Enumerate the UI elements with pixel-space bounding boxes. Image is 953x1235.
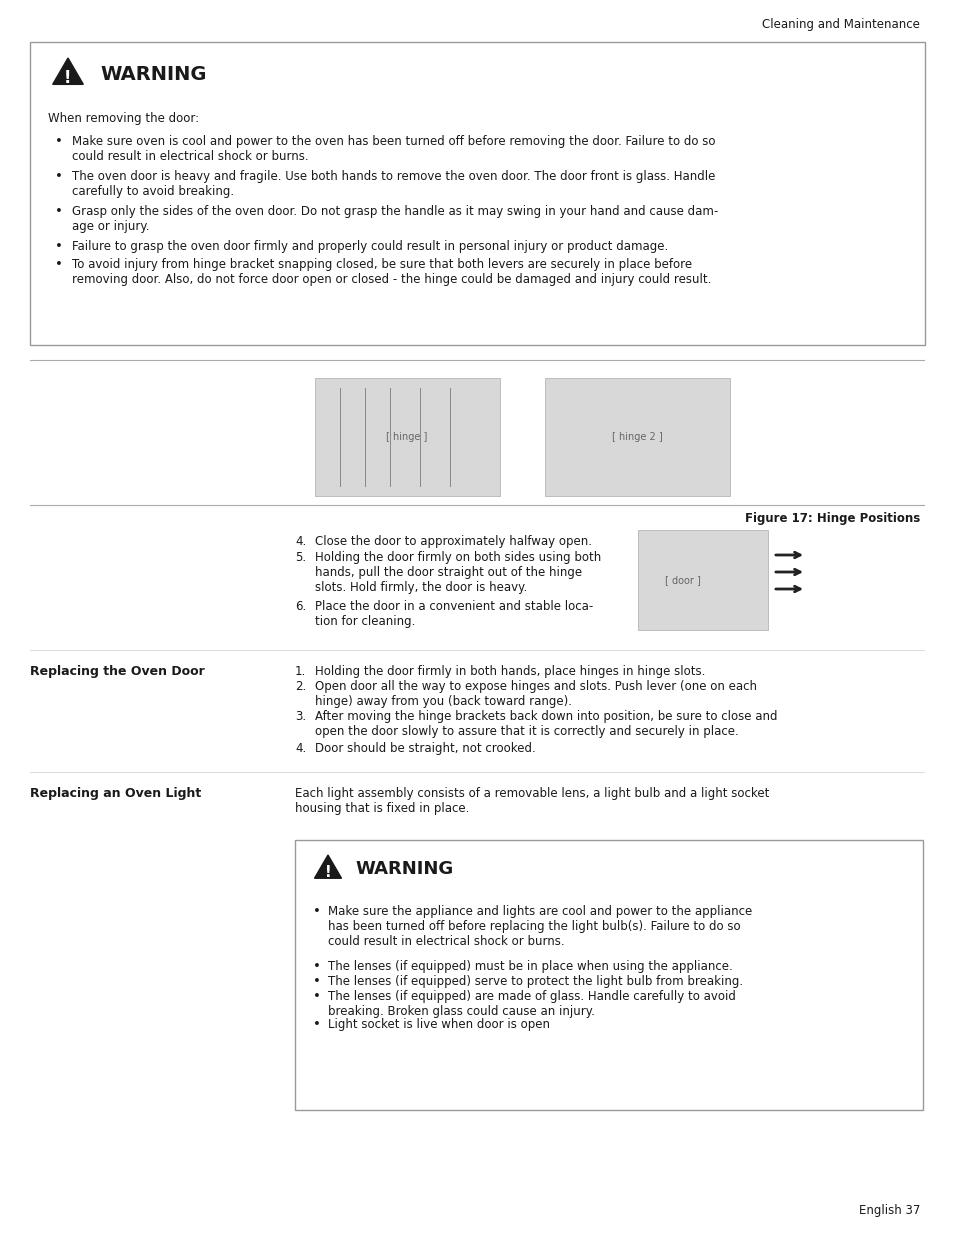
Polygon shape (314, 855, 341, 878)
Text: 4.: 4. (294, 535, 306, 548)
Text: Grasp only the sides of the oven door. Do not grasp the handle as it may swing i: Grasp only the sides of the oven door. D… (71, 205, 718, 233)
FancyBboxPatch shape (544, 378, 729, 496)
FancyBboxPatch shape (638, 530, 767, 630)
Text: 4.: 4. (294, 742, 306, 755)
Text: [ door ]: [ door ] (664, 576, 700, 585)
Text: !: ! (64, 69, 71, 86)
Text: WARNING: WARNING (100, 65, 206, 84)
Text: !: ! (324, 864, 331, 879)
Text: Make sure the appliance and lights are cool and power to the appliance
has been : Make sure the appliance and lights are c… (328, 905, 752, 948)
Text: English 37: English 37 (858, 1204, 919, 1216)
Text: •: • (55, 170, 63, 183)
Text: 3.: 3. (294, 710, 306, 722)
Text: Cleaning and Maintenance: Cleaning and Maintenance (761, 19, 919, 31)
Text: •: • (55, 240, 63, 253)
Text: Door should be straight, not crooked.: Door should be straight, not crooked. (314, 742, 536, 755)
Text: Failure to grasp the oven door firmly and properly could result in personal inju: Failure to grasp the oven door firmly an… (71, 240, 667, 253)
Text: •: • (313, 1018, 320, 1031)
FancyBboxPatch shape (294, 840, 923, 1110)
Text: Close the door to approximately halfway open.: Close the door to approximately halfway … (314, 535, 592, 548)
Text: The lenses (if equipped) are made of glass. Handle carefully to avoid
breaking. : The lenses (if equipped) are made of gla… (328, 990, 735, 1018)
Text: Make sure oven is cool and power to the oven has been turned off before removing: Make sure oven is cool and power to the … (71, 135, 715, 163)
Text: •: • (55, 135, 63, 148)
Text: Each light assembly consists of a removable lens, a light bulb and a light socke: Each light assembly consists of a remova… (294, 787, 768, 815)
Text: After moving the hinge brackets back down into position, be sure to close and
op: After moving the hinge brackets back dow… (314, 710, 777, 739)
Text: •: • (313, 905, 320, 918)
Text: Open door all the way to expose hinges and slots. Push lever (one on each
hinge): Open door all the way to expose hinges a… (314, 680, 757, 708)
Text: Light socket is live when door is open: Light socket is live when door is open (328, 1018, 550, 1031)
Text: [ hinge ]: [ hinge ] (386, 432, 427, 442)
Text: Holding the door firmly in both hands, place hinges in hinge slots.: Holding the door firmly in both hands, p… (314, 664, 704, 678)
Text: The lenses (if equipped) must be in place when using the appliance.: The lenses (if equipped) must be in plac… (328, 960, 732, 973)
Text: To avoid injury from hinge bracket snapping closed, be sure that both levers are: To avoid injury from hinge bracket snapp… (71, 258, 711, 287)
Text: [ hinge 2 ]: [ hinge 2 ] (611, 432, 661, 442)
Polygon shape (52, 58, 83, 84)
FancyBboxPatch shape (30, 42, 924, 345)
Text: The lenses (if equipped) serve to protect the light bulb from breaking.: The lenses (if equipped) serve to protec… (328, 974, 742, 988)
Text: 1.: 1. (294, 664, 306, 678)
Text: 6.: 6. (294, 600, 306, 613)
Text: When removing the door:: When removing the door: (48, 112, 199, 125)
Text: •: • (55, 258, 63, 270)
Text: Holding the door firmly on both sides using both
hands, pull the door straight o: Holding the door firmly on both sides us… (314, 551, 600, 594)
Text: •: • (313, 974, 320, 988)
Text: 5.: 5. (294, 551, 306, 564)
Text: Replacing an Oven Light: Replacing an Oven Light (30, 787, 201, 800)
FancyBboxPatch shape (314, 378, 499, 496)
Text: Figure 17: Hinge Positions: Figure 17: Hinge Positions (744, 513, 919, 525)
Text: WARNING: WARNING (355, 860, 453, 878)
Text: •: • (55, 205, 63, 219)
Text: •: • (313, 990, 320, 1003)
Text: Replacing the Oven Door: Replacing the Oven Door (30, 664, 205, 678)
Text: Place the door in a convenient and stable loca-
tion for cleaning.: Place the door in a convenient and stabl… (314, 600, 593, 629)
Text: 2.: 2. (294, 680, 306, 693)
Text: •: • (313, 960, 320, 973)
Text: The oven door is heavy and fragile. Use both hands to remove the oven door. The : The oven door is heavy and fragile. Use … (71, 170, 715, 198)
